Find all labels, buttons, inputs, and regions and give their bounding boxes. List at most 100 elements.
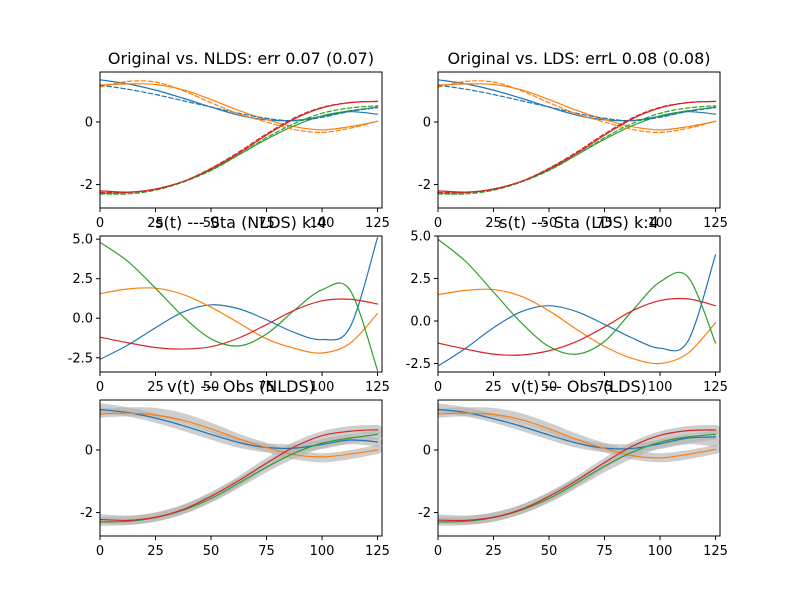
y-tick-label: 0.0: [72, 312, 93, 327]
series-group: [438, 79, 717, 195]
axes-frame: [99, 235, 383, 373]
series-line-3: [438, 238, 717, 355]
series-line-6: [100, 412, 379, 458]
x-tick-label: 100: [310, 544, 335, 559]
subplot-5: 0 25 50 75 100 125 -2 0 v(t) --- Obs (NLDS): [80, 377, 390, 559]
x-tick-label: 50: [541, 544, 558, 559]
series-line-dashed-8: [100, 100, 379, 194]
x-tick-label: 100: [648, 216, 673, 231]
series-line-1: [438, 254, 717, 367]
subplot-title: s(t) --- Sta (LDS) k:4: [499, 213, 659, 232]
x-tick-label: 50: [203, 216, 220, 231]
series-line-dashed-6: [100, 80, 379, 133]
series-line-dashed-5: [100, 84, 379, 122]
y-tick-label: 0.0: [410, 315, 431, 330]
x-tick-label: 75: [596, 380, 613, 395]
x-tick-label: 100: [648, 380, 673, 395]
series-line-2: [438, 83, 717, 131]
y-tick-label: 5.0: [72, 233, 93, 248]
axes-frame: [437, 399, 721, 537]
axes-frame: [437, 71, 721, 209]
y-tick-label: 0: [423, 116, 431, 131]
series-line-dashed-7: [438, 105, 717, 195]
series-line-2: [438, 288, 717, 365]
x-tick-label: 25: [485, 380, 502, 395]
series-line-5: [100, 408, 379, 450]
x-tick-label: 125: [703, 216, 728, 231]
series-line-6: [438, 412, 717, 459]
x-tick-label: 25: [485, 216, 502, 231]
x-tick-label: 0: [434, 216, 442, 231]
series-line-8: [100, 429, 379, 522]
series-line-dashed-6: [438, 80, 717, 133]
x-tick-label: 75: [596, 544, 613, 559]
x-tick-label: 75: [258, 216, 275, 231]
x-tick-label: 0: [96, 544, 104, 559]
series-group: [100, 79, 379, 195]
x-tick-label: 75: [258, 544, 275, 559]
series-line-2: [100, 287, 379, 354]
x-tick-label: 25: [147, 544, 164, 559]
x-tick-label: 125: [703, 380, 728, 395]
x-tick-label: 0: [96, 216, 104, 231]
x-tick-label: 0: [434, 544, 442, 559]
subplot-6: 0 25 50 75 100 125 -2 0 v(t) --- Obs (LDS): [418, 377, 728, 559]
axes-frame: [99, 71, 383, 209]
series-line-4: [438, 100, 717, 193]
y-tick-label: -2: [418, 178, 431, 193]
series-line-1: [438, 79, 717, 122]
x-tick-label: 125: [365, 380, 390, 395]
series-line-5: [438, 408, 717, 450]
y-tick-label: -2.5: [406, 357, 431, 372]
x-tick-label: 0: [434, 380, 442, 395]
series-line-1: [100, 236, 379, 360]
subplot-1: 0 25 50 75 100 125 -2 0 Original vs. NLDS: err 0…: [80, 49, 390, 231]
series-line-dashed-5: [438, 84, 717, 122]
y-tick-label: 0: [85, 116, 93, 131]
subplot-title: v(t) --- Obs (LDS): [511, 377, 647, 396]
x-tick-label: 0: [96, 380, 104, 395]
x-tick-label: 100: [310, 380, 335, 395]
x-tick-label: 50: [541, 380, 558, 395]
x-tick-label: 50: [203, 380, 220, 395]
x-tick-label: 75: [258, 380, 275, 395]
y-tick-label: 0: [423, 444, 431, 459]
y-tick-label: 5.0: [410, 230, 431, 245]
subplot-title: v(t) --- Obs (NLDS): [167, 377, 315, 396]
series-group: [100, 403, 382, 526]
series-line-2: [100, 83, 379, 131]
x-tick-label: 50: [541, 216, 558, 231]
series-group: [438, 238, 717, 367]
y-tick-label: -2.5: [68, 351, 93, 366]
x-tick-label: 125: [703, 544, 728, 559]
x-tick-label: 25: [147, 380, 164, 395]
x-tick-label: 125: [365, 544, 390, 559]
axes-frame: [99, 399, 383, 537]
x-tick-label: 25: [485, 544, 502, 559]
x-tick-label: 125: [365, 216, 390, 231]
x-tick-label: 100: [310, 216, 335, 231]
series-group: [438, 403, 720, 526]
series-line-dashed-8: [438, 100, 717, 194]
y-tick-label: -2: [80, 178, 93, 193]
subplot-title: s(t) --- Sta (NLDS) k:4: [155, 213, 327, 232]
series-line-8: [438, 429, 717, 522]
y-tick-label: 0: [85, 444, 93, 459]
series-line-4: [100, 298, 379, 350]
x-tick-label: 75: [596, 216, 613, 231]
subplot-title: Original vs. NLDS: err 0.07 (0.07): [108, 49, 374, 68]
series-group: [100, 236, 379, 372]
x-tick-label: 50: [203, 544, 220, 559]
subplot-3: 0 25 50 75 100 125 -2.5 0.0 2.5 5.0 s(t) --- Sta (…: [68, 213, 390, 395]
series-line-4: [438, 297, 717, 356]
y-tick-label: 2.5: [72, 272, 93, 287]
x-tick-label: 25: [147, 216, 164, 231]
axes-frame: [437, 235, 721, 373]
x-tick-label: 100: [648, 544, 673, 559]
y-tick-label: 2.5: [410, 272, 431, 287]
subplot-title: Original vs. LDS: errL 0.08 (0.08): [447, 49, 710, 68]
subplot-4: 0 25 50 75 100 125 -2.5 0.0 2.5 5.0 s(t) --- Sta (…: [406, 213, 728, 395]
y-tick-label: -2: [80, 506, 93, 521]
